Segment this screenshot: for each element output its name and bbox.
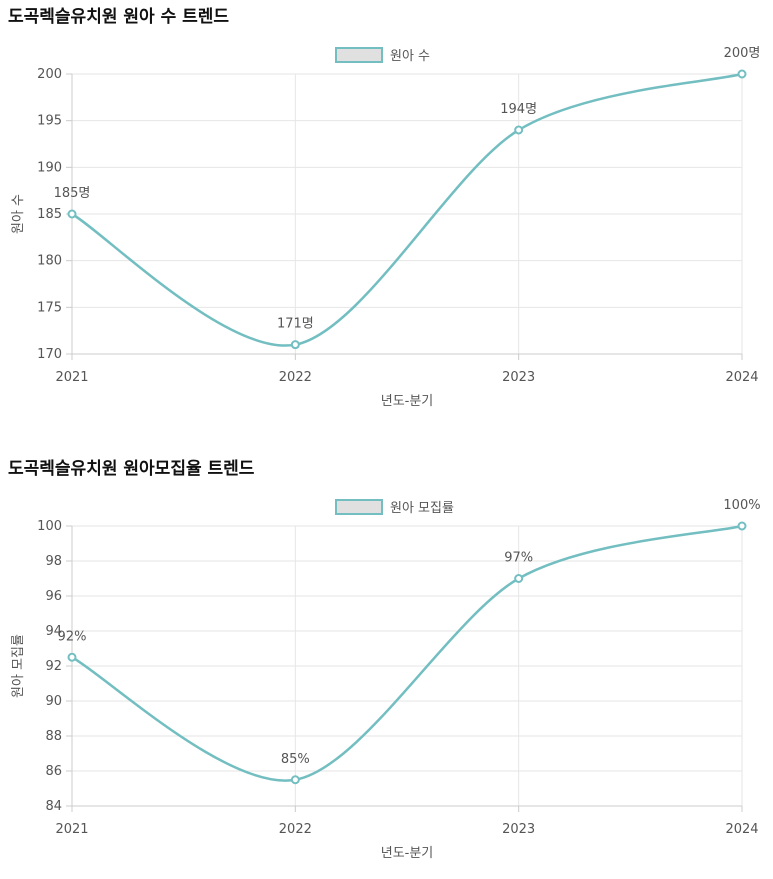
data-point bbox=[67, 209, 77, 219]
data-label: 92% bbox=[58, 629, 87, 644]
y-tick-label: 175 bbox=[37, 300, 62, 315]
data-label: 97% bbox=[504, 551, 533, 566]
y-tick-label: 180 bbox=[37, 254, 62, 269]
x-tick-label: 2021 bbox=[55, 822, 88, 837]
x-tick-label: 2024 bbox=[725, 822, 758, 837]
y-axis-title: 원아 모집률 bbox=[11, 634, 26, 698]
x-axis-title: 년도-분기 bbox=[381, 394, 434, 409]
data-point bbox=[290, 340, 300, 350]
x-tick-label: 2022 bbox=[279, 822, 312, 837]
y-tick-label: 88 bbox=[45, 729, 62, 744]
chart-title-recruitment-rate: 도곡렉슬유치원 원아모집율 트렌드 bbox=[8, 459, 255, 479]
x-axis-title: 년도-분기 bbox=[381, 846, 434, 861]
y-tick-label: 200 bbox=[37, 67, 62, 82]
y-axis-title: 원아 수 bbox=[11, 194, 26, 234]
legend-swatch bbox=[335, 47, 383, 63]
y-tick-label: 92 bbox=[45, 659, 62, 674]
y-tick-label: 170 bbox=[37, 347, 62, 362]
y-tick-label: 94 bbox=[45, 624, 62, 639]
series-line bbox=[71, 524, 743, 782]
x-tick-label: 2023 bbox=[502, 822, 535, 837]
y-tick-label: 90 bbox=[45, 694, 62, 709]
y-tick-label: 185 bbox=[37, 207, 62, 222]
data-point bbox=[737, 521, 747, 531]
y-tick-label: 98 bbox=[45, 554, 62, 569]
data-point bbox=[290, 775, 300, 785]
y-tick-label: 190 bbox=[37, 160, 62, 175]
x-tick-label: 2024 bbox=[725, 370, 758, 385]
data-label: 85% bbox=[281, 752, 310, 767]
data-label: 185명 bbox=[54, 186, 91, 201]
series-line bbox=[71, 72, 743, 347]
data-point bbox=[67, 652, 77, 662]
y-tick-label: 84 bbox=[45, 799, 62, 814]
data-label: 200명 bbox=[724, 46, 761, 61]
legend-swatch bbox=[335, 499, 383, 515]
data-point bbox=[514, 574, 524, 583]
data-label: 194명 bbox=[500, 102, 537, 117]
y-tick-label: 96 bbox=[45, 589, 62, 604]
legend-label: 원아 수 bbox=[390, 49, 430, 64]
x-tick-label: 2021 bbox=[55, 370, 88, 385]
data-label: 100% bbox=[723, 498, 760, 513]
y-tick-label: 86 bbox=[45, 764, 62, 779]
y-tick-label: 100 bbox=[37, 519, 62, 534]
x-tick-label: 2023 bbox=[502, 370, 535, 385]
chart-title-enrollment: 도곡렉슬유치원 원아 수 트렌드 bbox=[8, 7, 230, 27]
data-label: 171명 bbox=[277, 317, 314, 332]
recruitment-rate-line-chart: 84 86 88 90 92 94 96 98 100 2021 2022 2023 2024 년도-분기… bbox=[11, 498, 761, 861]
x-tick-label: 2022 bbox=[279, 370, 312, 385]
legend-label: 원아 모집률 bbox=[390, 501, 454, 516]
enrollment-line-chart: 170 175 180 185 190 195 200 2021 2022 2023 2024 년도-… bbox=[11, 46, 761, 409]
data-point bbox=[514, 125, 524, 135]
y-tick-label: 195 bbox=[37, 114, 62, 129]
data-point bbox=[737, 69, 747, 79]
